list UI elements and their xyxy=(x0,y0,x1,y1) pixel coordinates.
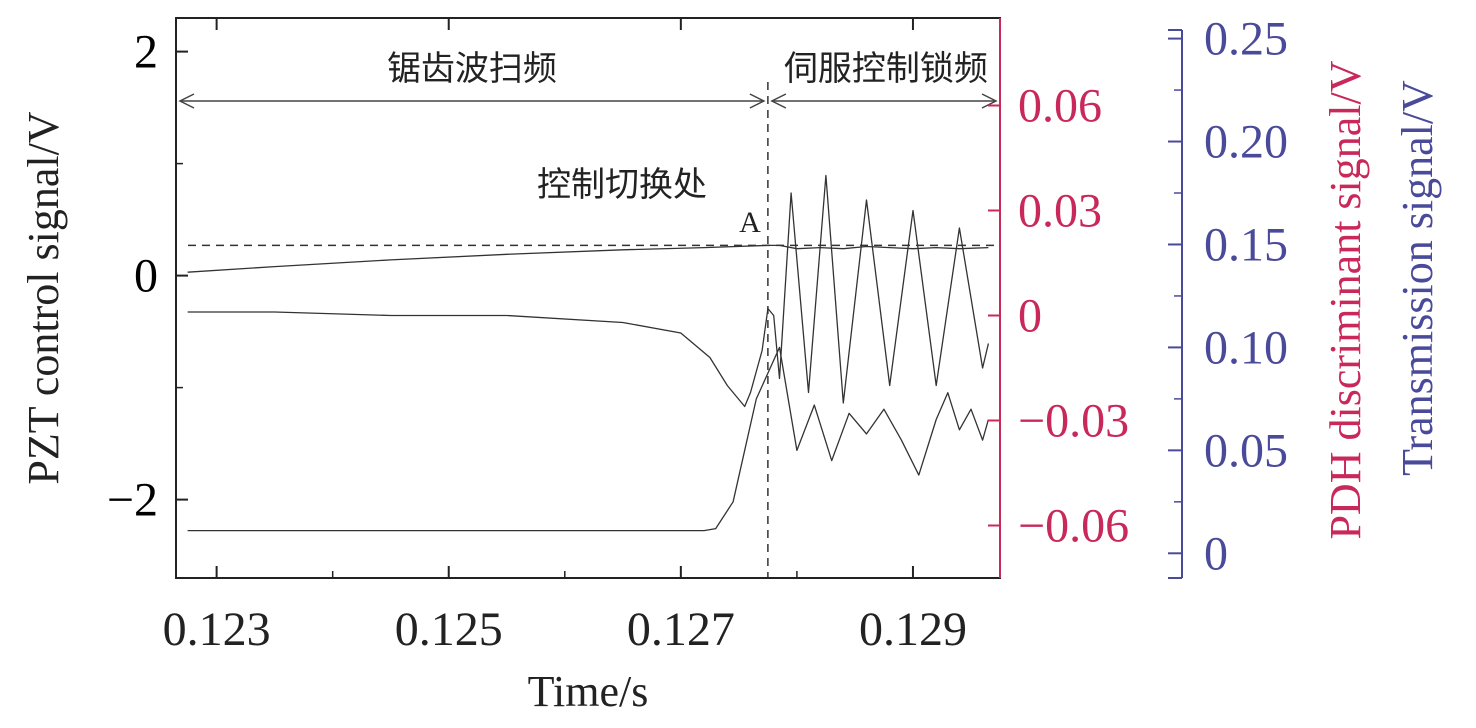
x-axis-label: Time/s xyxy=(528,667,649,716)
y-trans-tick-label: 0 xyxy=(1204,527,1228,580)
y-axis-left-label: PZT control signal/V xyxy=(19,111,68,484)
series-line-right1 xyxy=(187,174,990,408)
plot-frame xyxy=(175,17,1001,579)
x-tick-label: 0.125 xyxy=(395,603,503,656)
y-trans-tick-label: 0.05 xyxy=(1204,424,1288,477)
y-left-tick-label: 2 xyxy=(134,26,158,79)
y-pdh-tick-label: −0.03 xyxy=(1018,395,1129,448)
arrow-heads xyxy=(178,93,998,109)
x-axis: 0.123 0.125 0.127 0.129 xyxy=(163,18,967,656)
y-pdh-tick-label: 0.03 xyxy=(1018,185,1102,238)
y-axis-transmission-label: Transmission signal/V xyxy=(1393,80,1442,476)
y-pdh-tick-label: 0.06 xyxy=(1018,80,1102,133)
y-trans-tick-label: 0.20 xyxy=(1204,116,1288,169)
y-axis-transmission: 0.25 0.20 0.15 0.10 0.05 0 xyxy=(1168,13,1288,580)
y-left-tick-label: −2 xyxy=(107,474,158,527)
x-tick-label: 0.129 xyxy=(859,603,967,656)
y-left-tick-label: 0 xyxy=(134,250,158,303)
axes-layer: 0.123 0.125 0.127 0.129 2 0 −2 0.06 0.03 0 −0.03… xyxy=(19,13,1442,716)
point-a-label: A xyxy=(739,206,761,239)
annotation-layer: 锯齿波扫频 伺服控制锁频 控制切换处 A xyxy=(178,49,1000,578)
y-pdh-tick-label: −0.06 xyxy=(1018,500,1129,553)
series-layer xyxy=(187,174,990,532)
y-axis-pdh: 0.06 0.03 0 −0.03 −0.06 xyxy=(988,18,1129,578)
y-pdh-tick-label: 0 xyxy=(1018,290,1042,343)
series-line-left xyxy=(187,244,989,273)
y-trans-tick-label: 0.25 xyxy=(1204,13,1288,66)
x-tick-label: 0.127 xyxy=(627,603,735,656)
y-axis-left: 2 0 −2 xyxy=(107,26,188,527)
y-trans-tick-label: 0.15 xyxy=(1204,218,1288,271)
lock-label: 伺服控制锁频 xyxy=(784,49,988,89)
sweep-label: 锯齿波扫频 xyxy=(387,49,557,89)
y-trans-tick-label: 0.10 xyxy=(1204,321,1288,374)
x-tick-label: 0.123 xyxy=(163,603,271,656)
y-axis-pdh-label: PDH discriminant signal/V xyxy=(1321,60,1370,539)
series-line-right2 xyxy=(187,346,990,532)
switch-label: 控制切换处 xyxy=(537,165,707,205)
